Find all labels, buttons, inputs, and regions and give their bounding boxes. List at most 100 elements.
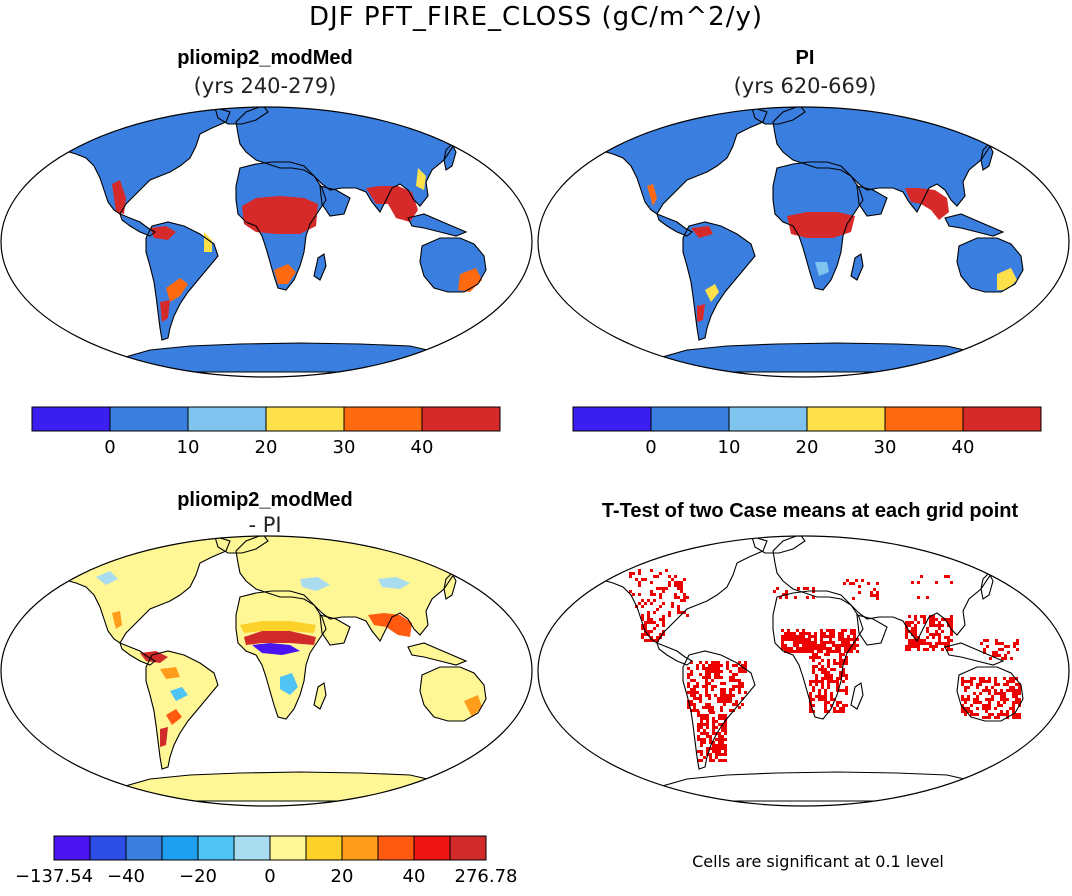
significant-cell (802, 650, 805, 653)
significant-cell (1000, 692, 1003, 695)
coastline-greenland (214, 536, 269, 554)
significant-cell (790, 638, 793, 641)
colorbar-swatch (343, 406, 423, 432)
significant-cell (997, 683, 1000, 686)
significant-cell (683, 593, 686, 596)
significant-cell (911, 621, 914, 624)
significant-cell (815, 683, 818, 686)
significant-cell (832, 644, 835, 647)
fire-hotspot (416, 168, 426, 190)
significant-cell (847, 647, 850, 650)
significant-cell (830, 695, 833, 698)
significant-cell (923, 621, 926, 624)
significant-cell (653, 575, 656, 578)
significant-cell (985, 686, 988, 689)
significant-cell (845, 656, 848, 659)
significant-cell (724, 729, 727, 732)
significant-cell (836, 689, 839, 692)
significant-cell (845, 659, 848, 662)
significant-cell (741, 697, 744, 700)
significant-cell (917, 581, 920, 584)
significant-cell (950, 581, 953, 584)
coastline-centralAmerica (119, 642, 156, 666)
significant-cell (970, 677, 973, 680)
significant-cell (808, 632, 811, 635)
significant-cell (839, 665, 842, 668)
significant-cell (706, 726, 709, 729)
significant-cell (802, 629, 805, 632)
significant-cell (809, 656, 812, 659)
significant-cell (853, 632, 856, 635)
colorbar-swatch (341, 835, 379, 861)
significant-cell (944, 575, 947, 578)
significant-cell (641, 636, 644, 639)
significant-cell (815, 656, 818, 659)
significant-cell (923, 642, 926, 645)
significant-cell (705, 706, 708, 709)
significant-cell (847, 635, 850, 638)
significant-cell (787, 629, 790, 632)
significant-cell (823, 632, 826, 635)
significant-cell (805, 638, 808, 641)
fire-hotspot (204, 232, 212, 252)
significant-cell (932, 636, 935, 639)
significant-cell (808, 644, 811, 647)
significant-cell (802, 647, 805, 650)
significant-cell (829, 650, 832, 653)
significant-cell (662, 624, 665, 627)
significant-cell (662, 590, 665, 593)
significant-cell (683, 578, 686, 581)
significant-cell (720, 694, 723, 697)
significant-cell (914, 642, 917, 645)
significant-cell (680, 599, 683, 602)
significant-cell (721, 714, 724, 717)
significant-cell (700, 744, 703, 747)
significant-cell (1012, 713, 1015, 716)
significant-cell (805, 644, 808, 647)
coastline-madagascar (313, 682, 327, 710)
significant-cell (870, 594, 873, 597)
significant-cell (823, 644, 826, 647)
significant-cell (964, 680, 967, 683)
significant-cell (1012, 689, 1015, 692)
significant-cell (805, 632, 808, 635)
significant-cell (1018, 689, 1021, 692)
significant-cell (914, 645, 917, 648)
significant-cell (1000, 704, 1003, 707)
significant-cell (905, 621, 908, 624)
coastline-seAsiaIsl (944, 213, 1005, 237)
significant-cell (845, 677, 848, 680)
significant-cell (812, 686, 815, 689)
significant-cell (706, 732, 709, 735)
significant-cell (732, 694, 735, 697)
significant-cell (856, 650, 859, 653)
significant-cell (976, 707, 979, 710)
significant-cell (1013, 645, 1016, 648)
significant-cell (964, 698, 967, 701)
colorbar-absolute-right: 0 10 20 30 40 (572, 406, 1042, 458)
land-seAsiaIsl (945, 643, 1003, 665)
colorbar-swatch (269, 835, 307, 861)
significant-cell (715, 756, 718, 759)
significant-cell (1000, 713, 1003, 716)
significant-cell (938, 633, 941, 636)
significant-cell (1015, 689, 1018, 692)
coastline-centralAmerica (119, 213, 156, 237)
significant-cell (935, 618, 938, 621)
significant-cell (702, 676, 705, 679)
significant-cell (973, 713, 976, 716)
significant-cell (994, 689, 997, 692)
significant-cell (979, 680, 982, 683)
significant-cell (926, 642, 929, 645)
significant-cell (818, 698, 821, 701)
significant-cell (821, 680, 824, 683)
significant-cell (720, 706, 723, 709)
significant-cell (656, 636, 659, 639)
significant-cell (650, 639, 653, 642)
significant-cell (638, 584, 641, 587)
significant-cell (700, 714, 703, 717)
colorbar-tick-label: 10 (177, 437, 200, 458)
significant-cell (938, 624, 941, 627)
significant-cell (674, 593, 677, 596)
coastline-australia (419, 666, 487, 722)
